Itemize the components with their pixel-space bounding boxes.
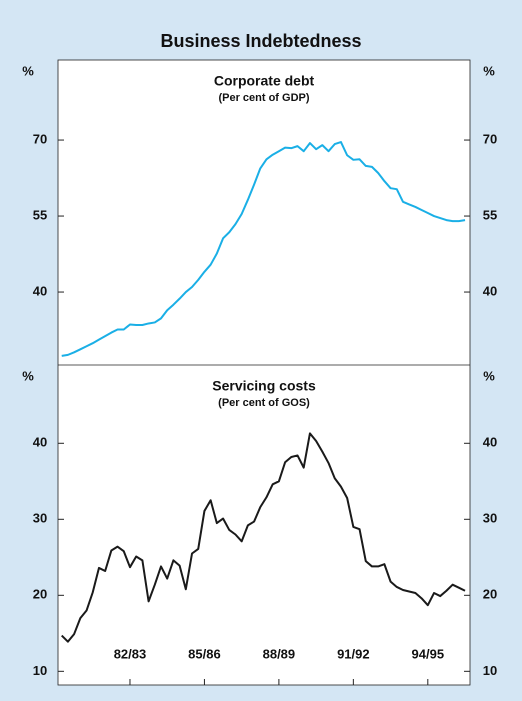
y-tick-label: 40 (33, 435, 47, 450)
y-tick-label: 20 (33, 587, 47, 602)
x-tick-label: 82/83 (114, 646, 147, 661)
y-tick-label: 10 (33, 663, 47, 678)
y2-tick-label: 40 (483, 283, 497, 298)
y2-tick-label: 10 (483, 663, 497, 678)
data-line (61, 141, 466, 357)
y2-tick-label: 70 (483, 131, 497, 146)
x-tick-label: 91/92 (337, 646, 370, 661)
panel-title: Corporate debt (214, 73, 315, 89)
x-tick-label: 85/86 (188, 646, 221, 661)
panel-subtitle: (Per cent of GDP) (218, 92, 309, 104)
y2-axis-label: % (483, 368, 495, 383)
y2-axis-label: % (483, 63, 495, 78)
x-tick-label: 88/89 (263, 646, 296, 661)
panel-title: Servicing costs (212, 378, 316, 394)
y2-tick-label: 40 (483, 435, 497, 450)
y-tick-label: 30 (33, 511, 47, 526)
data-line (61, 432, 466, 643)
y-axis-label: % (22, 368, 34, 383)
y-tick-label: 40 (33, 283, 47, 298)
y-tick-label: 70 (33, 131, 47, 146)
y2-tick-label: 30 (483, 511, 497, 526)
y-tick-label: 55 (33, 207, 47, 222)
y2-tick-label: 20 (483, 587, 497, 602)
y-axis-label: % (22, 63, 34, 78)
y2-tick-label: 55 (483, 207, 497, 222)
panel-subtitle: (Per cent of GOS) (218, 397, 310, 409)
chart-title: Business Indebtedness (160, 31, 361, 51)
x-tick-label: 94/95 (412, 646, 445, 661)
